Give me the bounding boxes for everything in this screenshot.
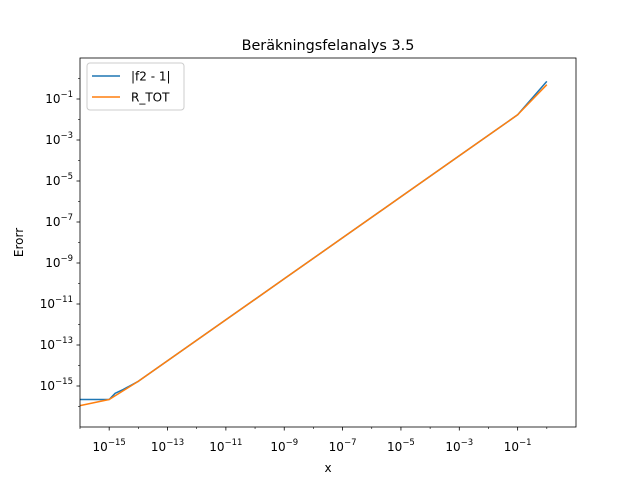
x-tick-label-base: 10 xyxy=(387,440,402,454)
x-tick-label-base: 10 xyxy=(329,440,344,454)
y-tick-label-base: 10 xyxy=(45,92,60,106)
legend-label-1: |f2 - 1| xyxy=(131,70,171,84)
y-tick-label-exponent: −9 xyxy=(60,254,73,264)
x-tick-label-exponent: −7 xyxy=(344,438,357,448)
y-tick-label-base: 10 xyxy=(45,174,60,188)
x-tick-label: 10−5 xyxy=(387,438,415,454)
x-tick-label-exponent: −15 xyxy=(108,438,126,448)
x-tick-label-exponent: −9 xyxy=(286,438,299,448)
y-tick-label: 10−5 xyxy=(45,172,73,188)
y-tick-label: 10−7 xyxy=(45,213,73,229)
x-tick-label: 10−15 xyxy=(93,438,126,454)
x-tick-label-base: 10 xyxy=(445,440,460,454)
chart-title: Beräkningsfelanalys 3.5 xyxy=(242,38,415,54)
legend: |f2 - 1| R_TOT xyxy=(86,62,185,111)
y-tick-label-base: 10 xyxy=(40,379,55,393)
y-axis-title: Erorr xyxy=(12,228,26,257)
x-tick-label: 10−13 xyxy=(151,438,184,454)
y-tick-label: 10−9 xyxy=(45,254,73,270)
x-tick-label-exponent: −5 xyxy=(402,438,415,448)
y-tick-label-exponent: −7 xyxy=(60,213,73,223)
y-tick-label: 10−1 xyxy=(45,90,73,106)
legend-label-2: R_TOT xyxy=(131,91,170,105)
x-tick-label-base: 10 xyxy=(209,440,224,454)
x-tick-label-base: 10 xyxy=(151,440,166,454)
x-tick-label: 10−7 xyxy=(329,438,357,454)
x-tick-label-base: 10 xyxy=(504,440,519,454)
y-tick-label-exponent: −11 xyxy=(55,295,73,305)
x-tick-label-exponent: −3 xyxy=(461,438,474,448)
x-axis-title: x xyxy=(324,461,331,475)
y-tick-label: 10−11 xyxy=(40,295,73,311)
series-line-2 xyxy=(79,84,548,407)
x-tick-label-base: 10 xyxy=(93,440,108,454)
y-tick-label: 10−15 xyxy=(40,377,73,393)
x-tick-label: 10−11 xyxy=(209,438,242,454)
x-tick-label-base: 10 xyxy=(270,440,285,454)
y-tick-label-base: 10 xyxy=(45,256,60,270)
y-tick-label-exponent: −13 xyxy=(55,336,73,346)
y-tick-label: 10−13 xyxy=(40,336,73,352)
y-tick-label-exponent: −1 xyxy=(60,90,73,100)
y-tick-label-base: 10 xyxy=(40,338,55,352)
x-tick-label-exponent: −11 xyxy=(225,438,243,448)
x-tick-label-exponent: −13 xyxy=(166,438,184,448)
x-tick-label: 10−9 xyxy=(270,438,298,454)
y-tick-label-base: 10 xyxy=(45,133,60,147)
x-tick-label-exponent: −1 xyxy=(519,438,532,448)
y-tick-label-base: 10 xyxy=(45,215,60,229)
y-tick-label-base: 10 xyxy=(40,297,55,311)
legend-box xyxy=(86,62,185,111)
y-tick-label-exponent: −15 xyxy=(55,377,73,387)
y-tick-label: 10−3 xyxy=(45,131,73,147)
y-tick-label-exponent: −5 xyxy=(60,172,73,182)
x-axis: 10−15 10−13 10−11 10−9 10−7 10−5 10−3 10−1 xyxy=(79,427,548,454)
x-tick-label: 10−3 xyxy=(445,438,473,454)
series-layer xyxy=(79,80,548,407)
y-tick-label-exponent: −3 xyxy=(60,131,73,141)
x-tick-label: 10−1 xyxy=(504,438,532,454)
